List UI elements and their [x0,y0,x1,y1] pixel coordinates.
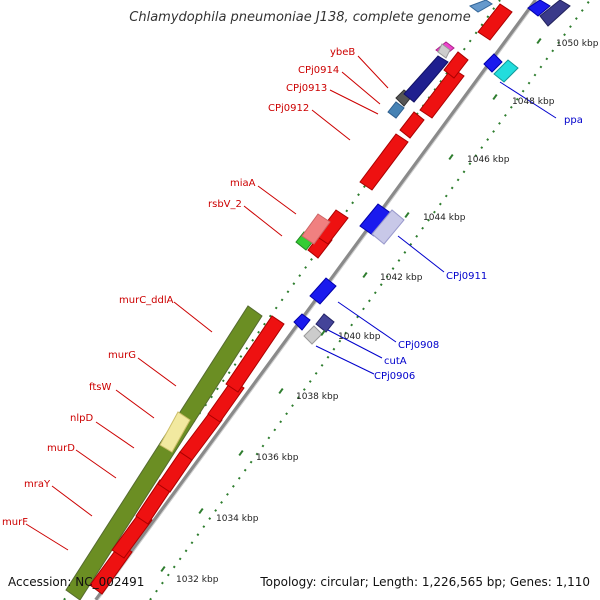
kbp-label: 1034 kbp [216,514,259,524]
kbp-label: 1050 kbp [556,39,599,49]
topology-text: Topology: circular; Length: 1,226,565 bp… [260,575,590,589]
operon-block [65,305,263,600]
gene-label[interactable]: murD [47,443,75,454]
kbp-ticks [160,37,542,573]
forward-genes[interactable] [89,3,513,595]
gene-label[interactable]: CPj0908 [398,340,439,351]
gene-label[interactable]: murC_ddlA [119,295,174,306]
gene-label[interactable]: mraY [24,479,51,490]
gene-label[interactable]: miaA [230,178,256,189]
kbp-label: 1040 kbp [338,332,381,342]
gene-label[interactable]: murF [2,517,28,528]
kbp-label: 1048 kbp [512,97,555,107]
kbp-label: 1032 kbp [176,575,219,585]
kbp-labels: 1032 kbp 1034 kbp 1036 kbp 1038 kbp 1040… [176,39,599,585]
gene-label[interactable]: CPj0912 [268,103,309,114]
kbp-label: 1046 kbp [467,155,510,165]
kbp-label: 1042 kbp [380,273,423,283]
gene-label[interactable]: rsbV_2 [208,199,242,210]
gene-label[interactable]: CPj0914 [298,65,339,76]
map-title: Chlamydophila pneumoniae J138, complete … [129,10,471,25]
gene-label[interactable]: CPj0913 [286,83,327,94]
left-leaders [25,55,389,551]
gene-label[interactable]: ftsW [89,382,111,393]
kbp-label: 1044 kbp [423,213,466,223]
gene-label[interactable]: cutA [384,356,407,367]
left-gene-labels: ybeB CPj0914 CPj0913 CPj0912 miaA rsbV_2… [2,47,355,528]
gene-label[interactable]: ybeB [330,47,355,58]
misc-genes[interactable] [295,41,455,251]
scale-dots-right [149,0,591,600]
gene-label[interactable]: nlpD [70,413,93,424]
right-leaders [315,81,557,375]
gene-label[interactable]: murG [108,350,136,361]
gene-label[interactable]: CPj0911 [446,271,487,282]
right-gene-labels: ppa CPj0911 CPj0908 cutA CPj0906 [374,115,583,382]
kbp-label: 1036 kbp [256,453,299,463]
gene-label[interactable]: ppa [564,115,583,126]
gene-label[interactable]: CPj0906 [374,371,415,382]
kbp-label: 1038 kbp [296,392,339,402]
scale-dots-left [63,0,501,600]
reverse-genes[interactable] [293,0,571,345]
accession-text: Accession: NC_002491 [8,575,145,589]
